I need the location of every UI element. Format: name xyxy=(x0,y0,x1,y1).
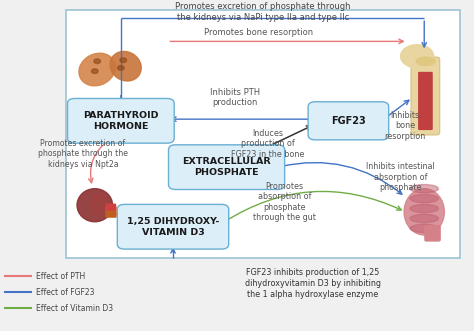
Text: Inhibits
bone
resorption: Inhibits bone resorption xyxy=(384,111,426,141)
Text: Promotes excretion of
phosphate through the
kidneys via Npt2a: Promotes excretion of phosphate through … xyxy=(38,139,128,169)
Ellipse shape xyxy=(79,53,115,86)
Ellipse shape xyxy=(404,189,444,235)
Ellipse shape xyxy=(410,214,438,223)
FancyBboxPatch shape xyxy=(66,10,460,258)
Text: Promotes
absorption of
phosphate
through the gut: Promotes absorption of phosphate through… xyxy=(253,182,316,222)
Circle shape xyxy=(91,69,98,73)
Ellipse shape xyxy=(410,205,438,213)
Text: FGF23: FGF23 xyxy=(331,116,366,126)
Ellipse shape xyxy=(77,189,113,222)
FancyBboxPatch shape xyxy=(308,102,389,140)
Text: Promotes bone resorption: Promotes bone resorption xyxy=(204,28,313,37)
Text: Inhibits PTH
production: Inhibits PTH production xyxy=(210,87,260,107)
FancyBboxPatch shape xyxy=(411,57,440,135)
Ellipse shape xyxy=(110,51,141,81)
Text: Effect of PTH: Effect of PTH xyxy=(36,272,85,281)
Ellipse shape xyxy=(410,224,438,233)
FancyBboxPatch shape xyxy=(424,225,441,242)
Circle shape xyxy=(94,59,100,64)
Circle shape xyxy=(120,58,127,63)
Text: EXTRACELLULAR
PHOSPHATE: EXTRACELLULAR PHOSPHATE xyxy=(182,157,271,177)
FancyBboxPatch shape xyxy=(169,145,284,190)
Text: Induces
production of
FGF23 in the bone: Induces production of FGF23 in the bone xyxy=(231,129,304,159)
FancyBboxPatch shape xyxy=(117,205,228,249)
FancyBboxPatch shape xyxy=(106,204,116,211)
FancyBboxPatch shape xyxy=(418,72,433,130)
Ellipse shape xyxy=(90,195,109,216)
Text: PARATHYROID
HORMONE: PARATHYROID HORMONE xyxy=(83,111,159,131)
FancyBboxPatch shape xyxy=(105,206,117,218)
Text: Effect of FGF23: Effect of FGF23 xyxy=(36,288,94,297)
Text: Effect of Vitamin D3: Effect of Vitamin D3 xyxy=(36,304,113,313)
FancyBboxPatch shape xyxy=(67,99,174,143)
Text: Inhibits intestinal
absorption of
phosphate: Inhibits intestinal absorption of phosph… xyxy=(366,162,435,192)
Circle shape xyxy=(118,66,124,70)
Text: Promotes excretion of phosphate through
the kidneys via NaPi type IIa and type I: Promotes excretion of phosphate through … xyxy=(175,2,351,22)
Ellipse shape xyxy=(410,185,438,193)
Ellipse shape xyxy=(410,195,438,203)
Text: FGF23 inhibits production of 1,25
dihydroxyvitamin D3 by inhibiting
the 1 alpha : FGF23 inhibits production of 1,25 dihydr… xyxy=(245,268,381,299)
Text: 1,25 DIHYDROXY-
VITAMIN D3: 1,25 DIHYDROXY- VITAMIN D3 xyxy=(127,217,219,237)
Ellipse shape xyxy=(401,45,434,68)
Ellipse shape xyxy=(416,57,435,66)
